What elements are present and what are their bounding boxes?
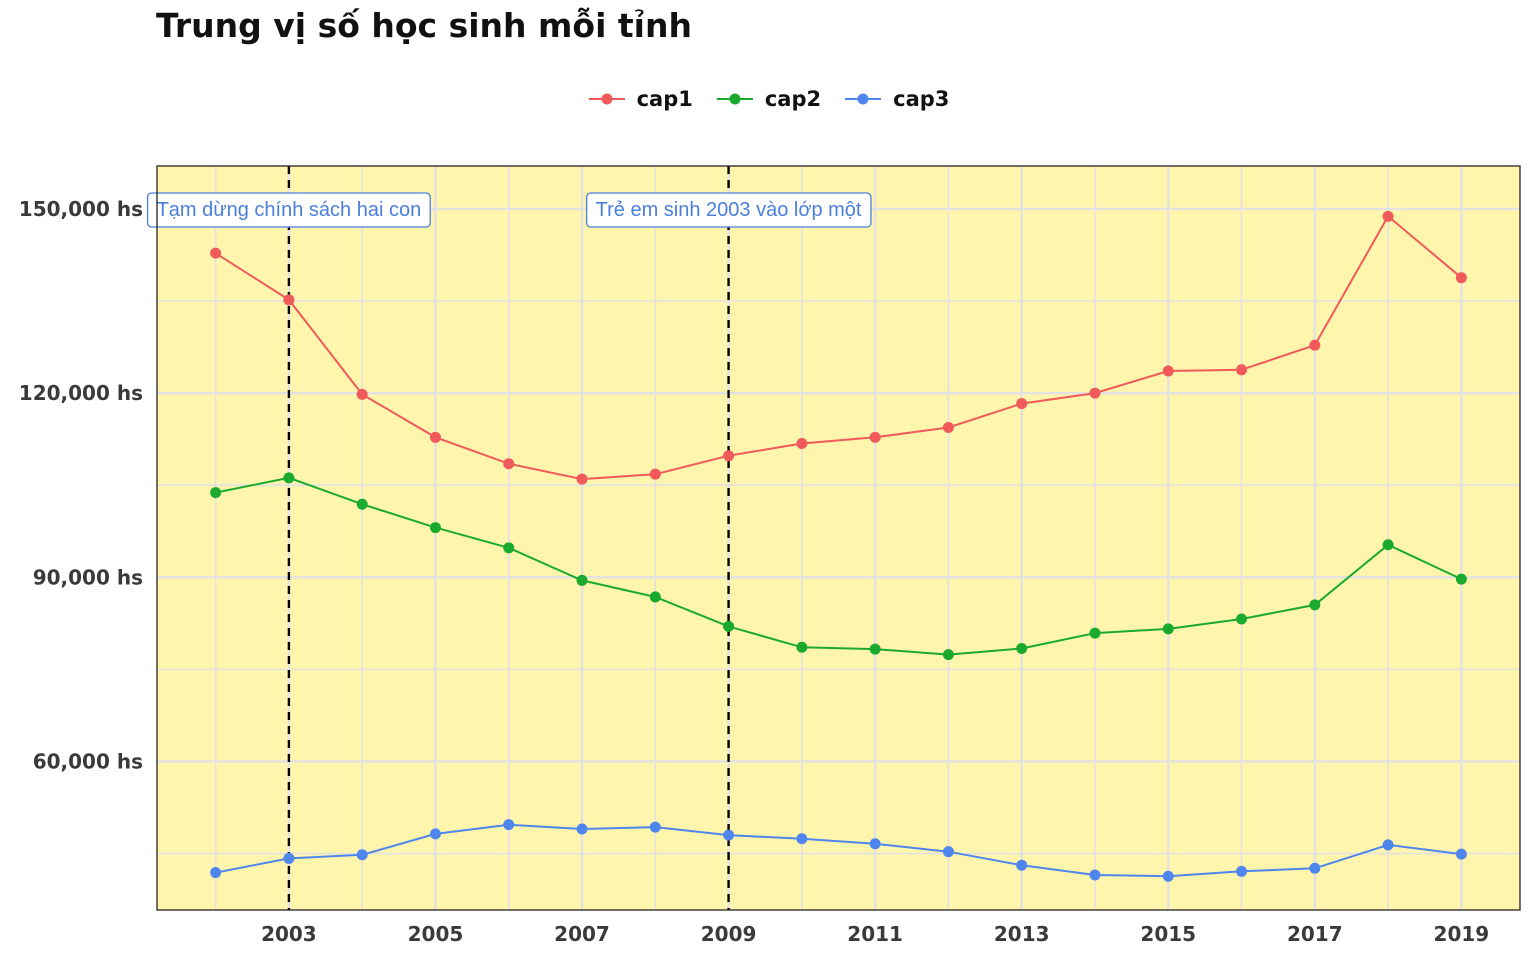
legend-label: cap3 [893,87,950,111]
legend: cap1 cap2 cap3 [0,84,1536,114]
data-point-cap1 [1162,365,1174,377]
data-point-cap1 [1309,339,1321,351]
legend-item-cap2: cap2 [715,87,821,111]
series-line-cap1 [215,214,1463,481]
data-point-cap2 [429,522,441,534]
data-point-cap3 [869,838,881,850]
data-point-cap2 [283,472,295,484]
data-point-cap3 [1382,839,1394,851]
x-tick-label: 2015 [1140,922,1196,946]
data-point-cap3 [723,829,735,841]
data-point-cap3 [429,828,441,840]
data-point-cap2 [1162,623,1174,635]
data-point-cap1 [1236,364,1248,376]
data-point-cap3 [1089,869,1101,881]
legend-item-cap3: cap3 [843,87,949,111]
data-point-cap2 [576,574,588,586]
data-point-cap3 [1162,870,1174,882]
x-tick-label: 2011 [847,922,903,946]
legend-key-cap2 [716,93,753,105]
data-point-cap2 [942,649,954,661]
data-point-cap2 [796,641,808,653]
x-tick-label: 2007 [554,922,610,946]
x-tick-label: 2003 [261,922,317,946]
plot-panel [157,166,1520,910]
legend-key-cap1 [588,93,625,105]
legend-label: cap2 [764,87,822,111]
data-point-cap1 [503,458,515,470]
series-line-cap3 [215,823,1462,878]
x-tick-label: 2005 [408,922,464,946]
chart-title: Trung vị số học sinh mỗi tỉnh [156,6,692,45]
data-point-cap2 [356,498,368,510]
data-point-cap1 [429,431,441,443]
data-point-cap1 [942,422,954,434]
legend-key-cap3 [845,93,882,105]
y-tick-label: 120,000 hs [19,381,143,405]
annotation-box [146,192,431,228]
data-point-cap3 [1309,862,1321,874]
data-point-cap2 [1382,539,1394,551]
data-point-cap2 [869,643,881,655]
data-point-cap2 [503,542,515,554]
data-point-cap3 [1455,848,1467,860]
data-point-cap1 [356,388,368,400]
data-point-cap2 [1089,627,1101,639]
panel-border [156,165,1521,911]
data-point-cap1 [869,431,881,443]
x-tick-label: 2017 [1287,922,1343,946]
y-tick-label: 90,000 hs [33,565,143,589]
x-tick-label: 2009 [701,922,757,946]
data-point-cap1 [1455,272,1467,284]
data-point-cap3 [210,867,222,879]
data-point-cap1 [723,450,735,462]
series-line-cap2 [215,476,1462,656]
data-point-cap2 [1455,573,1467,585]
data-point-cap1 [283,294,295,306]
data-point-cap3 [576,823,588,835]
data-point-cap3 [649,821,661,833]
legend-item-cap1: cap1 [587,87,693,111]
data-point-cap1 [1016,398,1028,410]
data-point-cap3 [1236,865,1248,877]
data-point-cap3 [283,852,295,864]
data-point-cap3 [942,846,954,858]
data-point-cap1 [210,247,222,259]
data-point-cap3 [1016,859,1028,871]
data-point-cap2 [210,487,222,499]
data-point-cap3 [503,819,515,831]
annotation-box [586,192,872,228]
x-tick-label: 2013 [994,922,1050,946]
data-point-cap2 [1016,642,1028,654]
data-point-cap2 [649,591,661,603]
data-point-cap1 [796,437,808,449]
annotation: Trẻ em sinh 2003 vào lớp một [586,192,872,228]
annotation-text: Trẻ em sinh 2003 vào lớp một [596,199,862,221]
annotation-text: Tạm dừng chính sách hai con [157,199,422,221]
legend-label: cap1 [636,87,693,111]
data-point-cap1 [1382,210,1394,222]
y-tick-label: 150,000 hs [19,197,143,221]
y-tick-label: 60,000 hs [33,749,143,773]
data-point-cap2 [1236,613,1248,625]
data-point-cap3 [356,849,368,861]
data-point-cap1 [649,468,661,480]
data-point-cap3 [796,833,808,845]
data-point-cap2 [723,620,735,632]
x-tick-label: 2019 [1434,922,1490,946]
data-point-cap1 [576,473,588,485]
data-point-cap2 [1309,599,1321,611]
annotation: Tạm dừng chính sách hai con [146,192,431,228]
data-point-cap1 [1089,387,1101,399]
